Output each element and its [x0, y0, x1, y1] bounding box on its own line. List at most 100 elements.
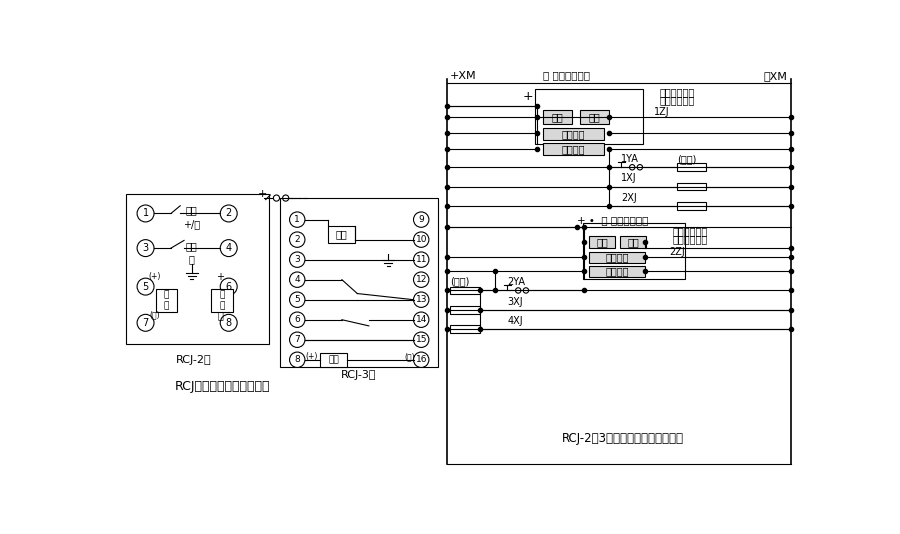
FancyBboxPatch shape: [590, 266, 644, 277]
Text: 启动: 启动: [328, 355, 339, 364]
Text: +/－: +/－: [184, 219, 201, 229]
Text: 保持: 保持: [627, 237, 639, 247]
Text: 电
源: 电 源: [219, 291, 224, 310]
Bar: [451, 287, 480, 294]
Text: RCJ-2、3型冲击继电器应用参考图: RCJ-2、3型冲击继电器应用参考图: [562, 432, 684, 445]
Circle shape: [220, 240, 238, 256]
FancyBboxPatch shape: [328, 226, 355, 243]
Text: RCJ-2型: RCJ-2型: [176, 355, 212, 365]
Text: － 复归方式选择: － 复归方式选择: [543, 70, 590, 80]
Text: 通－保持状态: 通－保持状态: [672, 226, 707, 236]
Circle shape: [220, 315, 238, 331]
Circle shape: [516, 288, 521, 293]
FancyBboxPatch shape: [580, 111, 609, 124]
Text: 启动回路: 启动回路: [605, 266, 628, 276]
Text: －: －: [189, 255, 194, 265]
Text: 1XJ: 1XJ: [621, 174, 637, 184]
Circle shape: [290, 292, 305, 308]
Bar: [677, 163, 706, 171]
FancyBboxPatch shape: [620, 236, 646, 248]
Text: 启
动: 启 动: [164, 291, 169, 310]
Circle shape: [220, 205, 238, 222]
Bar: [536, 89, 643, 144]
Text: 5: 5: [294, 295, 300, 304]
Text: 10: 10: [416, 235, 427, 244]
Text: 电源: 电源: [336, 229, 347, 239]
Circle shape: [290, 252, 305, 268]
FancyBboxPatch shape: [320, 353, 347, 367]
Circle shape: [523, 288, 528, 293]
Text: (－): (－): [149, 311, 160, 320]
Text: 保持: 保持: [589, 112, 600, 122]
Bar: [126, 194, 269, 344]
Text: 2ZJ: 2ZJ: [669, 247, 685, 257]
Circle shape: [290, 212, 305, 227]
Bar: [451, 306, 480, 313]
Circle shape: [137, 240, 154, 256]
Text: 启动回路: 启动回路: [562, 144, 585, 154]
Text: 复归: 复归: [552, 112, 563, 122]
Circle shape: [413, 292, 429, 308]
Circle shape: [637, 164, 643, 170]
Circle shape: [413, 352, 429, 367]
Text: +: +: [258, 189, 267, 199]
Circle shape: [290, 352, 305, 367]
Text: 1YA: 1YA: [621, 154, 639, 164]
Text: 11: 11: [416, 255, 427, 264]
Text: 6: 6: [294, 315, 300, 324]
Text: RCJ-3型: RCJ-3型: [341, 370, 376, 380]
Text: 14: 14: [416, 315, 427, 324]
Text: 6: 6: [226, 281, 232, 292]
Bar: [583, 223, 685, 279]
Text: (+): (+): [148, 272, 161, 281]
Text: 通－保持状态: 通－保持状态: [660, 87, 695, 97]
Circle shape: [413, 252, 429, 268]
FancyBboxPatch shape: [543, 128, 605, 139]
Circle shape: [413, 232, 429, 247]
Circle shape: [290, 312, 305, 327]
Text: 3: 3: [142, 243, 148, 253]
Text: 1ZJ: 1ZJ: [653, 107, 670, 117]
Text: 保持: 保持: [186, 241, 198, 251]
Text: (试验): (试验): [677, 154, 697, 164]
Text: + •  － 复归方式选择: + • － 复归方式选择: [577, 215, 648, 225]
FancyBboxPatch shape: [211, 289, 232, 312]
Text: 电源回路: 电源回路: [562, 129, 585, 139]
Text: +: +: [216, 272, 224, 281]
Text: －: －: [217, 310, 223, 320]
Circle shape: [413, 212, 429, 227]
Text: 3: 3: [294, 255, 300, 264]
FancyBboxPatch shape: [156, 289, 177, 312]
Text: (－): (－): [404, 352, 415, 361]
Circle shape: [290, 232, 305, 247]
Text: 4: 4: [294, 275, 300, 284]
Text: 12: 12: [416, 275, 427, 284]
Circle shape: [220, 278, 238, 295]
Text: 3XJ: 3XJ: [508, 296, 523, 307]
Text: 13: 13: [416, 295, 427, 304]
Circle shape: [413, 312, 429, 327]
Circle shape: [629, 164, 634, 170]
Circle shape: [137, 278, 154, 295]
Text: 5: 5: [142, 281, 148, 292]
Text: RCJ系列冲击继电器接线图: RCJ系列冲击继电器接线图: [175, 380, 270, 393]
Text: 复归: 复归: [597, 237, 608, 247]
Circle shape: [290, 332, 305, 348]
Circle shape: [274, 195, 280, 201]
Text: 2YA: 2YA: [508, 277, 526, 287]
FancyBboxPatch shape: [590, 252, 644, 263]
FancyBboxPatch shape: [590, 236, 616, 248]
Text: +XM: +XM: [450, 71, 476, 81]
Bar: [451, 325, 480, 333]
Text: 1: 1: [142, 208, 148, 218]
Text: 7: 7: [142, 318, 148, 328]
Text: －XM: －XM: [763, 71, 787, 81]
Text: 8: 8: [226, 318, 232, 328]
Text: 9: 9: [418, 215, 424, 224]
Text: 电源回路: 电源回路: [605, 253, 628, 262]
Text: 1: 1: [294, 215, 300, 224]
Text: +: +: [523, 90, 534, 104]
Text: 2XJ: 2XJ: [621, 193, 637, 203]
Text: 4XJ: 4XJ: [508, 316, 523, 326]
Circle shape: [137, 205, 154, 222]
